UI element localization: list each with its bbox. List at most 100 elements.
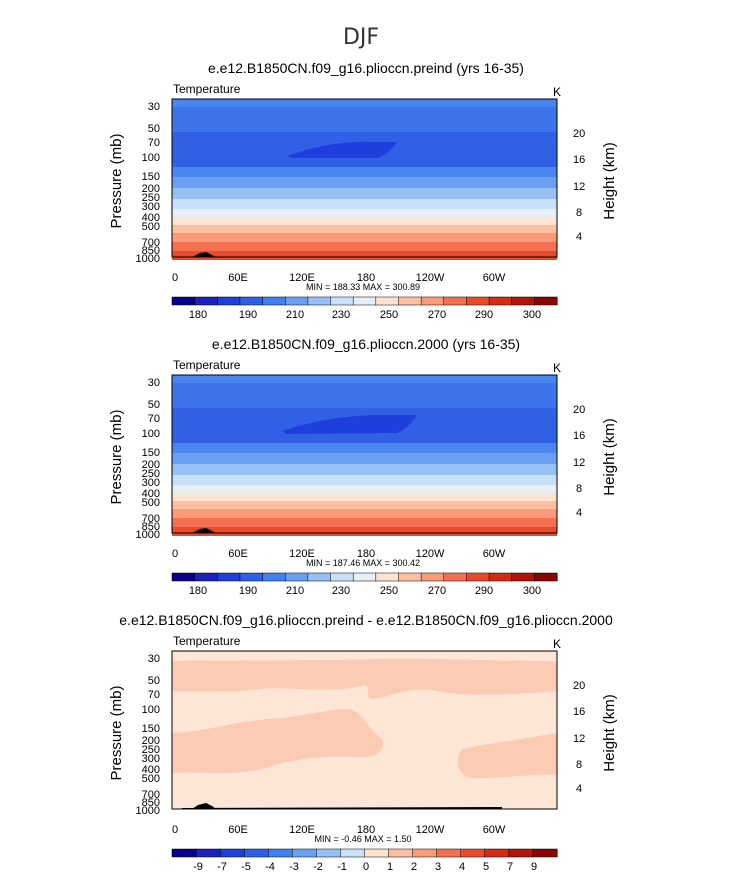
colorbar-swatch [239,572,264,582]
diff-upper-region [172,658,557,699]
colorbar-label: -2 [313,861,323,873]
colorbar-swatch [398,572,422,582]
y-tick-label: 150 [142,171,160,183]
y2-tick-label: 20 [573,680,585,692]
diff-right-region [457,733,557,779]
colorbar-label: 180 [189,585,207,597]
frame [171,98,558,258]
y-tick-label: 500 [142,497,160,509]
colorbar-label: 190 [239,585,257,597]
colorbar [171,848,558,858]
y2-tick-label: 12 [573,733,585,745]
colorbar-label: 9 [531,861,537,873]
colorbar-label: -3 [289,861,299,873]
colorbar [171,296,558,306]
y-axis-left: 30 50 70 100 150 200 250 300 400 500 700… [136,377,160,541]
colorbar-swatch [307,572,332,582]
min-max-label: MIN = 187.46 MAX = 300.42 [306,558,420,568]
colorbar-label: 210 [286,309,304,321]
band-500 [172,225,557,233]
colorbar-swatch [284,296,309,306]
colorbar-swatch [219,848,245,858]
band-180 [172,453,557,464]
colorbar-labels: -9 -7 -5 -4 -3 -2 -1 0 1 2 3 4 5 7 9 [193,861,537,873]
colorbar-swatch [364,848,390,858]
band-850 [172,251,557,260]
colorbar-swatch [194,572,218,582]
y-tick-label: 700 [142,789,160,801]
colorbar-swatch [436,848,462,858]
x-tick-label: 120W [416,548,445,560]
y-tick-label: 500 [142,221,160,233]
y-tick-label: 70 [148,137,160,149]
y-axis-left: 30 50 70 100 150 200 250 300 400 500 700… [136,101,160,265]
colorbar-label: 290 [475,585,493,597]
y-tick-label: 400 [142,764,160,776]
diff-left-region [172,709,384,773]
colorbar-swatch [268,848,293,858]
y-tick-label: 150 [142,447,160,459]
y-tick-label: 50 [148,123,160,135]
band-700 [172,518,557,527]
band-250 [172,199,557,209]
y-axis-label: Pressure (mb) [108,409,125,504]
band-850 [172,527,557,536]
y2-tick-label: 4 [576,783,582,795]
y-tick-label: 700 [142,513,160,525]
colorbar-swatch [292,848,317,858]
colorbar-swatch [488,572,513,582]
y2-tick-label: 20 [573,128,585,140]
band-30 [172,375,557,383]
y-tick-label: 1000 [136,805,160,817]
x-axis: 0 60E 120E 180 120W 60W [172,824,506,836]
y2-axis-label: Height (km) [601,694,618,772]
colorbar-swatch [532,848,558,858]
band-50 [172,107,557,132]
colorbar-swatch [262,572,286,582]
frame [171,650,558,810]
variable-label: Temperature [173,634,241,648]
colorbar-label: -7 [217,861,227,873]
band-600 [172,509,557,518]
band-400 [172,493,557,501]
colorbar-labels: 180 190 210 230 250 270 290 300 [189,309,541,321]
y-tick-label: 50 [148,399,160,411]
colorbar-swatch [239,296,264,306]
colorbar-swatch [352,572,377,582]
colorbar-label: -4 [265,861,275,873]
y2-axis-label: Height (km) [601,142,618,220]
x-tick-label: 60E [228,824,248,836]
x-tick-label: 0 [172,272,178,284]
colorbar-labels: 180 190 210 230 250 270 290 300 [189,585,541,597]
panel-2000: e.e12.B1850CN.f09_g16.plioccn.2000 (yrs … [108,336,618,597]
colorbar-swatch [460,848,486,858]
variable-label: Temperature [173,358,241,372]
y-axis-right: 20 16 12 8 4 [573,128,585,243]
colorbar-label: 4 [459,861,465,873]
colorbar-swatch [488,296,513,306]
colorbar-label: 210 [286,585,304,597]
band-300 [172,485,557,493]
colorbar-label: 2 [411,861,417,873]
y-tick-label: 1000 [136,253,160,265]
colorbar-swatch [388,848,414,858]
y-tick-label: 100 [142,704,160,716]
band-700 [172,242,557,251]
band-150 [172,167,557,177]
y-tick-label: 150 [142,723,160,735]
y-tick-label: 300 [142,753,160,765]
units-label: K [553,637,561,651]
min-max-label: MIN = 188.33 MAX = 300.89 [306,282,420,292]
colorbar-swatch [398,296,422,306]
y2-tick-label: 8 [576,483,582,495]
y-tick-label: 850 [142,245,160,257]
band-200 [172,464,557,475]
colorbar-swatch [340,848,366,858]
colorbar-swatch [420,296,445,306]
panel-difference: e.e12.B1850CN.f09_g16.plioccn.preind - e… [108,612,618,873]
figure-title: DJF [343,25,379,50]
x-tick-label: 0 [172,824,178,836]
band-250 [172,475,557,485]
colorbar-swatch [217,572,241,582]
